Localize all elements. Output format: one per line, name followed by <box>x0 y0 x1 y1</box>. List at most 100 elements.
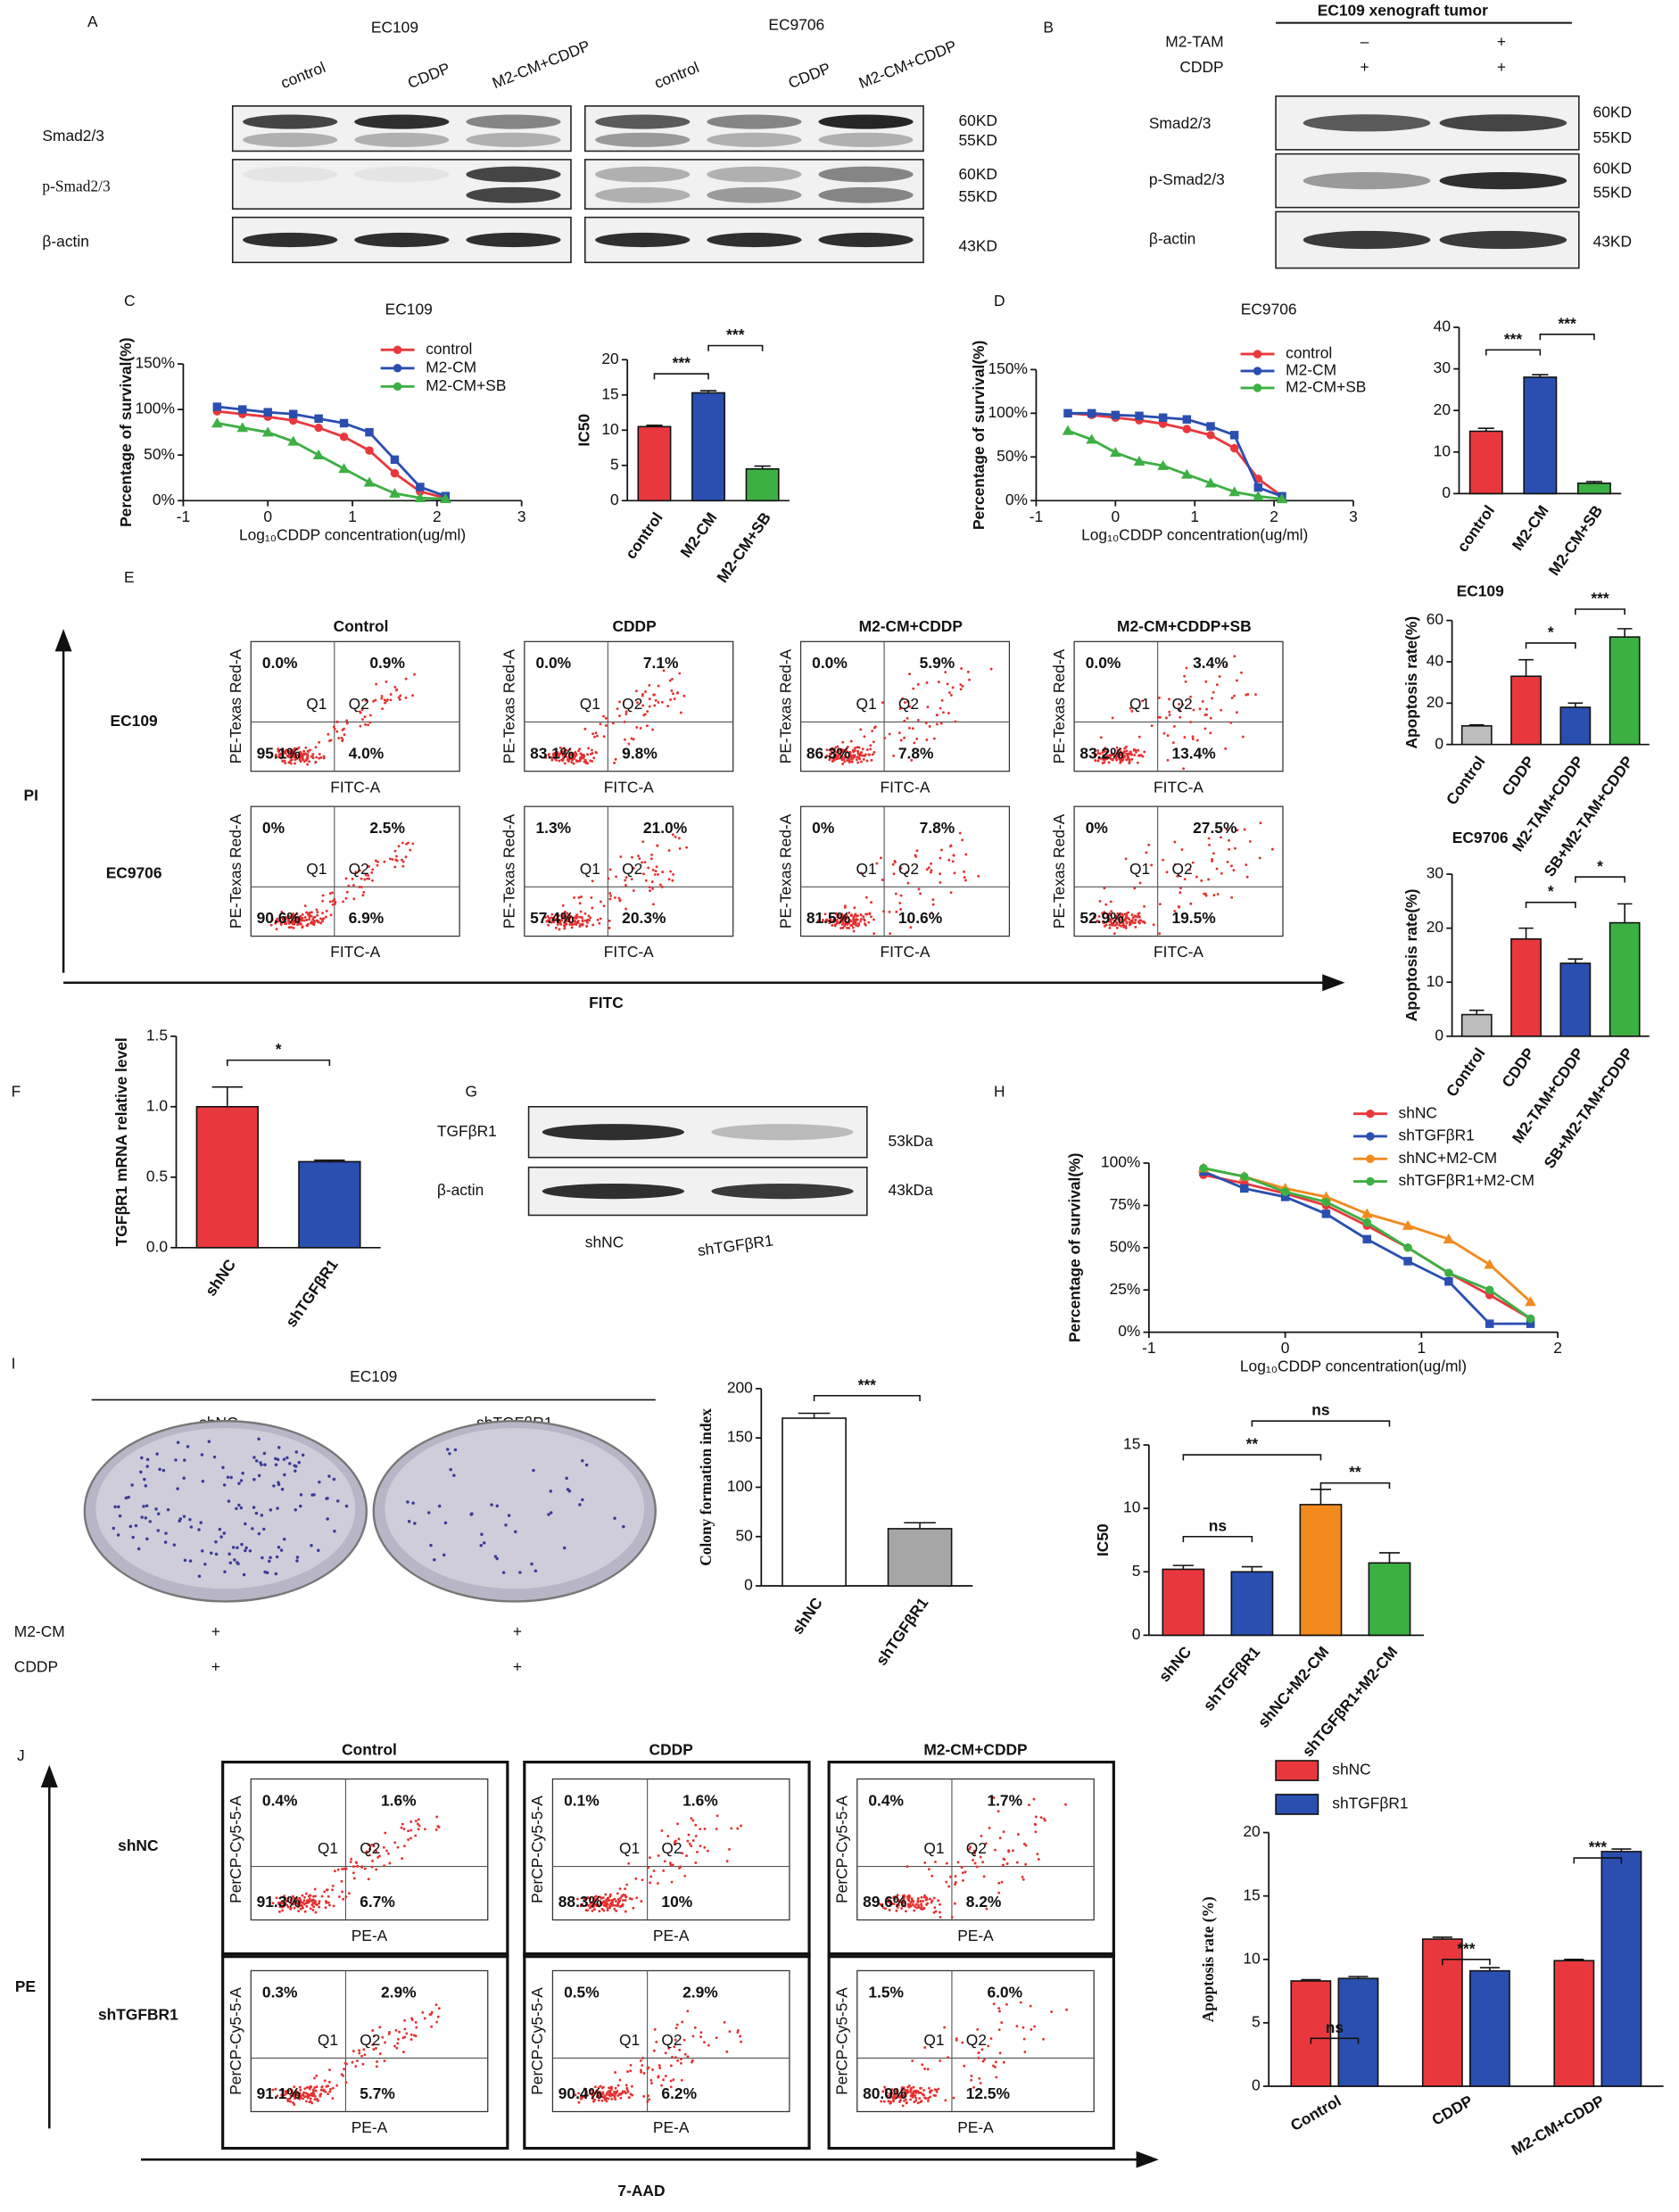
event <box>683 2039 686 2042</box>
event <box>680 2062 682 2065</box>
y-tick-label: 0% <box>1005 491 1028 508</box>
colony <box>240 1543 243 1546</box>
colony <box>452 1474 455 1477</box>
event <box>302 2097 304 2100</box>
colony <box>244 1547 247 1549</box>
event <box>617 897 620 900</box>
colony <box>183 1515 186 1517</box>
event <box>318 1906 320 1909</box>
event <box>371 879 374 882</box>
event <box>1245 863 1247 866</box>
event <box>669 871 672 873</box>
band <box>1303 231 1431 249</box>
event <box>671 2056 674 2059</box>
event <box>398 2031 401 2034</box>
y-tick-label: 5 <box>1132 1562 1141 1580</box>
event <box>1202 700 1204 703</box>
event <box>952 686 955 689</box>
event <box>939 1903 941 1906</box>
event <box>308 912 310 915</box>
event <box>967 671 970 673</box>
event <box>864 922 866 925</box>
event <box>646 724 649 727</box>
event <box>343 733 346 736</box>
event <box>1134 921 1137 924</box>
band <box>818 114 913 128</box>
event <box>917 683 920 686</box>
column-label: CDDP <box>612 617 656 635</box>
event <box>936 714 939 716</box>
size-label: 55KD <box>1593 128 1632 146</box>
event <box>650 857 653 860</box>
colony <box>252 1478 255 1481</box>
y-tick-label: 20 <box>1434 400 1451 418</box>
event <box>908 673 911 675</box>
quadrant-value: 5.9% <box>920 654 955 672</box>
plot-axis-label: PerCP-Cy5-5-A <box>528 1987 546 2095</box>
event <box>676 2059 679 2062</box>
legend-label: shNC <box>1332 1761 1370 1779</box>
event <box>912 2096 914 2099</box>
event <box>918 2097 921 2100</box>
event <box>703 1846 706 1849</box>
band <box>818 133 913 147</box>
colony <box>113 1506 116 1508</box>
quadrant-value: 6.2% <box>661 2084 697 2102</box>
event <box>312 1909 315 1911</box>
event <box>923 2096 926 2099</box>
event <box>314 746 317 748</box>
event <box>670 689 673 692</box>
colony <box>183 1458 186 1461</box>
event <box>418 1818 420 1820</box>
event <box>661 701 664 704</box>
band <box>354 133 449 147</box>
quadrant-value: 57.4% <box>530 909 574 927</box>
colony <box>164 1540 167 1543</box>
event <box>917 1904 920 1907</box>
event <box>615 1900 617 1902</box>
event <box>588 919 591 921</box>
point <box>289 409 297 417</box>
y-tick-label: 60 <box>1427 610 1443 628</box>
colony <box>565 1477 567 1480</box>
gate-label: Q1 <box>306 695 327 713</box>
y-tick-label: 50 <box>735 1526 752 1544</box>
quadrant-value: 0.9% <box>369 654 405 672</box>
event <box>633 889 635 892</box>
y-axis-label: Percentage of survival(%) <box>117 337 135 526</box>
colony <box>299 1505 302 1507</box>
event <box>950 891 953 894</box>
event <box>574 920 576 922</box>
event <box>931 898 934 901</box>
event <box>926 1902 929 1905</box>
event <box>290 763 293 765</box>
event <box>314 916 317 919</box>
event <box>1133 749 1136 752</box>
dish-inner <box>385 1428 644 1589</box>
event <box>851 758 854 761</box>
condition-mark: + <box>1361 58 1369 76</box>
event <box>699 2035 702 2038</box>
event <box>907 882 910 885</box>
event <box>939 872 941 875</box>
bar <box>1610 923 1640 1036</box>
event <box>312 2090 315 2092</box>
bar <box>1462 1015 1492 1036</box>
size-label: 60KD <box>959 165 997 183</box>
event <box>855 913 857 916</box>
y-tick-label: 15 <box>601 384 618 402</box>
quadrant-value: 83.1% <box>530 744 574 762</box>
event <box>676 1822 679 1825</box>
event <box>678 673 681 675</box>
event <box>603 2094 606 2097</box>
event <box>649 1881 651 1884</box>
colony <box>266 1572 269 1574</box>
event <box>943 2026 946 2029</box>
event <box>856 914 859 917</box>
event <box>605 1899 608 1902</box>
event <box>740 1824 742 1827</box>
event <box>610 2085 613 2088</box>
event <box>898 731 901 734</box>
event <box>316 2085 318 2088</box>
event <box>981 1861 984 1863</box>
